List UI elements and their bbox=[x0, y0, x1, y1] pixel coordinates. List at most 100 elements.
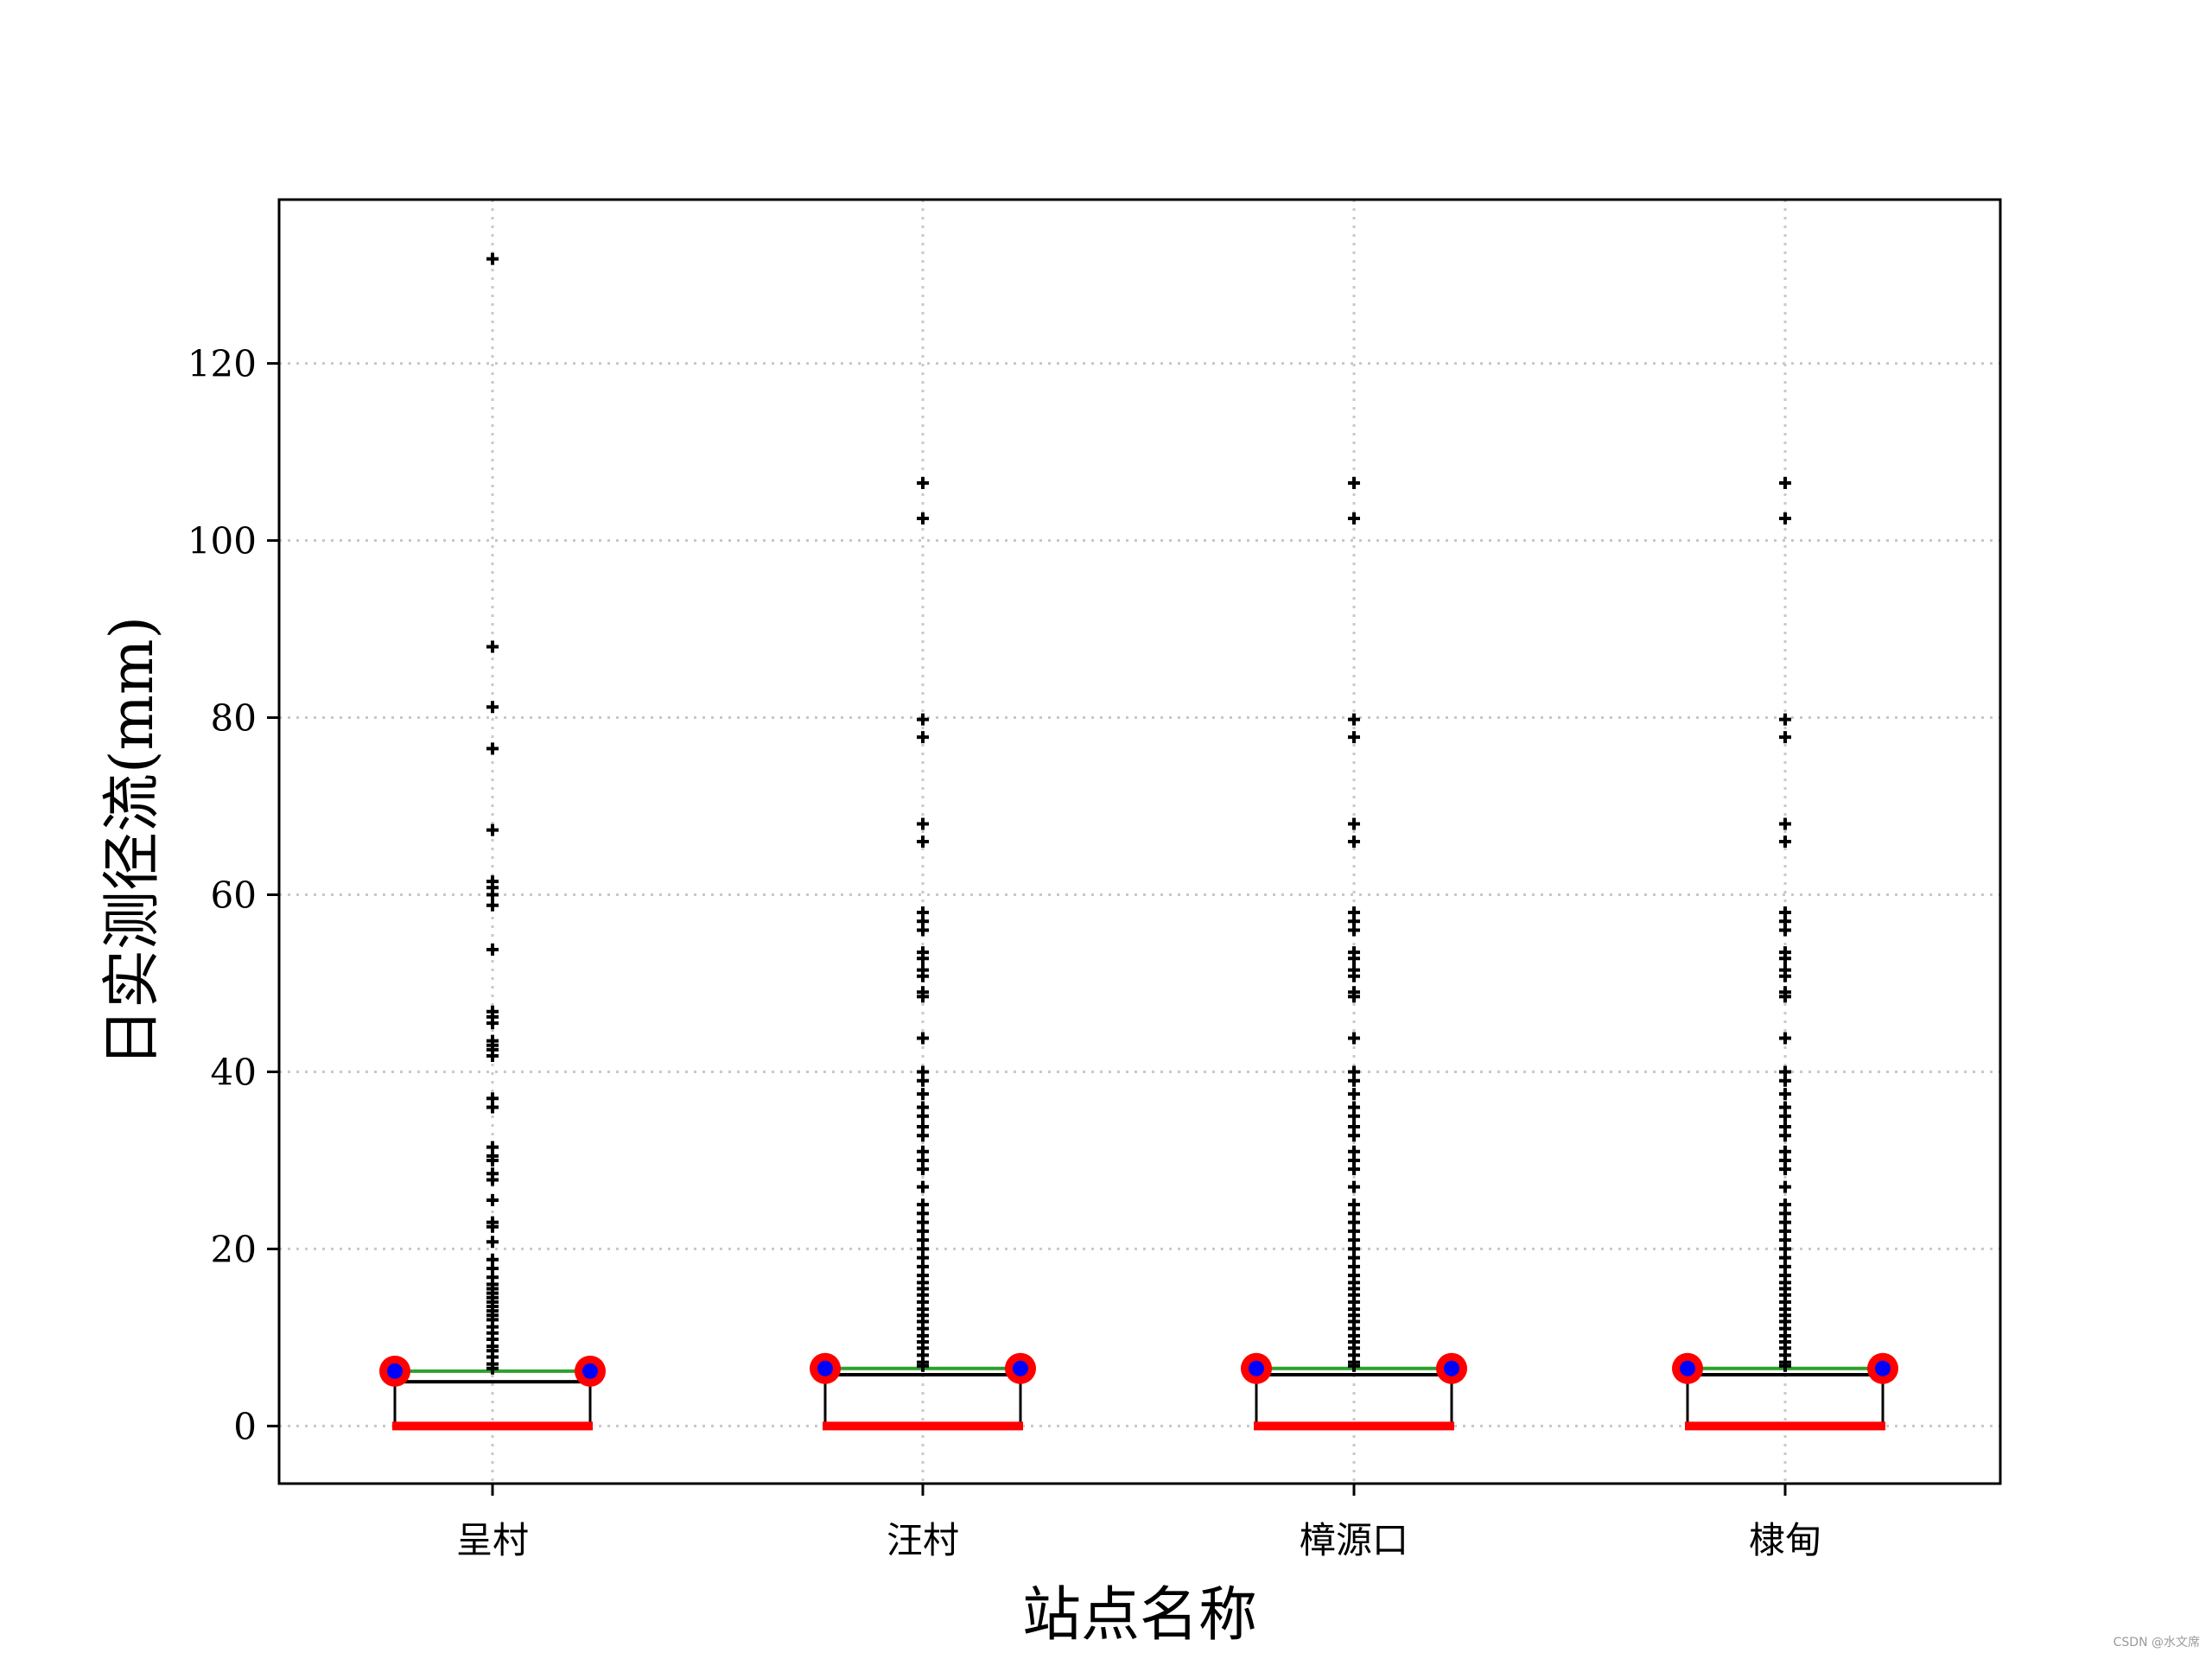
y-axis-ticks: 0 20 40 60 80 100 120 bbox=[188, 343, 279, 1447]
grid-lines bbox=[279, 200, 2000, 1484]
outlier-point bbox=[1348, 512, 1360, 524]
outlier-point bbox=[1779, 969, 1791, 982]
x-axis-title: 站点名称 bbox=[1022, 1581, 1257, 1649]
outlier-point bbox=[1348, 952, 1360, 965]
marker-left-inner bbox=[387, 1363, 403, 1379]
outlier-point bbox=[917, 476, 929, 489]
outlier-point bbox=[917, 713, 929, 726]
outlier-point bbox=[486, 1220, 499, 1233]
y-tick-label: 120 bbox=[188, 343, 257, 385]
outlier-point bbox=[1348, 1129, 1360, 1142]
outlier-point bbox=[1348, 1032, 1360, 1045]
outlier-point bbox=[917, 1163, 929, 1176]
outlier-point bbox=[1779, 731, 1791, 744]
x-tick-label: 棣甸 bbox=[1749, 1519, 1821, 1561]
outlier-point bbox=[486, 1194, 499, 1207]
outlier-point bbox=[1779, 1109, 1791, 1122]
x-tick-label: 汪村 bbox=[887, 1519, 959, 1561]
outlier-point bbox=[1779, 924, 1791, 937]
outlier-point bbox=[917, 512, 929, 524]
outlier-point bbox=[1348, 817, 1360, 830]
outlier-point bbox=[486, 1050, 499, 1063]
x-tick-label: 呈村 bbox=[456, 1519, 529, 1561]
outliers bbox=[486, 252, 1791, 1375]
outlier-point bbox=[1348, 476, 1360, 489]
outlier-point bbox=[1779, 476, 1791, 489]
outlier-point bbox=[486, 899, 499, 912]
outlier-point bbox=[917, 836, 929, 848]
outlier-point bbox=[1348, 1109, 1360, 1122]
marker-left-inner bbox=[1249, 1360, 1264, 1376]
outlier-point bbox=[917, 1129, 929, 1142]
outlier-point bbox=[1348, 713, 1360, 726]
y-tick-label: 20 bbox=[211, 1228, 257, 1270]
y-tick-label: 60 bbox=[211, 874, 257, 916]
outlier-point bbox=[486, 1236, 499, 1249]
outlier-point bbox=[917, 1359, 929, 1372]
x-axis-ticks: 呈村 汪村 樟源口 棣甸 bbox=[456, 1484, 1821, 1561]
y-tick-label: 0 bbox=[233, 1405, 257, 1447]
outlier-point bbox=[1348, 1088, 1360, 1101]
y-tick-label: 100 bbox=[188, 520, 257, 563]
outlier-point bbox=[917, 817, 929, 830]
outlier-point bbox=[917, 731, 929, 744]
plot-frame bbox=[277, 198, 2002, 1485]
marker-left-inner bbox=[817, 1360, 833, 1376]
outlier-point bbox=[1348, 731, 1360, 744]
outlier-point bbox=[1348, 969, 1360, 982]
outlier-point bbox=[1348, 1180, 1360, 1193]
outlier-point bbox=[486, 252, 499, 265]
outlier-point bbox=[1779, 836, 1791, 848]
marker-right-inner bbox=[582, 1363, 598, 1379]
x-tick-label: 樟源口 bbox=[1300, 1519, 1408, 1561]
outlier-point bbox=[1779, 1359, 1791, 1372]
outlier-point bbox=[1779, 1088, 1791, 1101]
outlier-point bbox=[486, 1017, 499, 1030]
box-group bbox=[810, 1352, 1036, 1431]
box-group bbox=[1241, 1352, 1467, 1431]
outlier-point bbox=[1348, 1074, 1360, 1087]
marker-left-inner bbox=[1680, 1360, 1695, 1376]
marker-right-inner bbox=[1875, 1360, 1891, 1376]
outlier-point bbox=[917, 924, 929, 937]
outlier-point bbox=[1348, 1359, 1360, 1372]
outlier-point bbox=[917, 969, 929, 982]
outlier-point bbox=[486, 742, 499, 755]
outlier-point bbox=[1348, 924, 1360, 937]
boxes bbox=[379, 1352, 1898, 1431]
credit-watermark: CSDN @水文席 bbox=[2113, 1636, 2200, 1649]
outlier-point bbox=[917, 1074, 929, 1087]
outlier-point bbox=[486, 640, 499, 653]
outlier-point bbox=[486, 1154, 499, 1166]
outlier-point bbox=[917, 1180, 929, 1193]
outlier-point bbox=[917, 990, 929, 1003]
outlier-point bbox=[486, 823, 499, 836]
y-tick-label: 40 bbox=[211, 1051, 257, 1093]
outlier-point bbox=[1779, 1129, 1791, 1142]
outlier-point bbox=[1779, 1180, 1791, 1193]
outlier-point bbox=[1779, 1032, 1791, 1045]
outlier-point bbox=[486, 701, 499, 714]
outlier-point bbox=[1779, 713, 1791, 726]
outlier-point bbox=[1348, 836, 1360, 848]
outlier-point bbox=[486, 944, 499, 957]
outlier-point bbox=[486, 888, 499, 901]
outlier-point bbox=[917, 1109, 929, 1122]
outlier-point bbox=[1779, 817, 1791, 830]
box-group bbox=[379, 1355, 606, 1431]
outlier-point bbox=[1348, 1163, 1360, 1176]
outlier-point bbox=[1779, 512, 1791, 524]
y-tick-label: 80 bbox=[211, 697, 257, 740]
marker-right-inner bbox=[1444, 1360, 1459, 1376]
outlier-point bbox=[917, 1032, 929, 1045]
outlier-point bbox=[1779, 990, 1791, 1003]
outlier-point bbox=[917, 1088, 929, 1101]
outlier-point bbox=[917, 952, 929, 965]
outlier-point bbox=[1348, 990, 1360, 1003]
outlier-point bbox=[486, 1173, 499, 1186]
outlier-point bbox=[486, 1362, 499, 1375]
outlier-point bbox=[486, 1101, 499, 1114]
outlier-point bbox=[1779, 1074, 1791, 1087]
outlier-point bbox=[1779, 952, 1791, 965]
